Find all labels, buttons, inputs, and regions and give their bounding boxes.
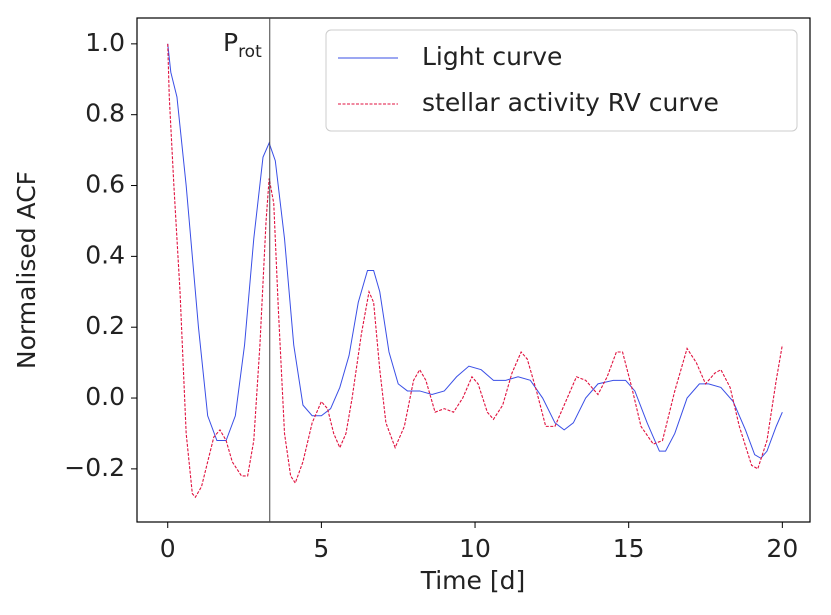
x-tick-label: 5 (313, 534, 329, 563)
x-tick-label: 15 (613, 534, 645, 563)
x-tick-label: 20 (766, 534, 798, 563)
rotation-label-main: P (223, 28, 238, 57)
y-tick-label: 0.6 (85, 170, 125, 199)
legend-label: Light curve (422, 42, 562, 71)
legend-label: stellar activity RV curve (422, 88, 719, 117)
x-tick-label: 0 (160, 534, 176, 563)
y-tick-label: 1.0 (85, 28, 125, 57)
y-axis-label: Normalised ACF (12, 171, 41, 369)
y-tick-label: 0.4 (85, 240, 125, 269)
y-tick-label: 0.2 (85, 311, 125, 340)
x-axis-label: Time [d] (420, 566, 526, 595)
rotation-label-sub: rot (238, 42, 262, 62)
y-tick-label: 0.0 (85, 382, 125, 411)
legend-box (325, 29, 798, 132)
series-line (167, 43, 783, 459)
plot-frame (136, 17, 811, 523)
y-tick-label: −0.2 (64, 453, 125, 482)
series-line (167, 43, 783, 499)
x-tick-label: 10 (459, 534, 491, 563)
rotation-label: Prot (223, 28, 262, 62)
y-tick-label: 0.8 (85, 99, 125, 128)
